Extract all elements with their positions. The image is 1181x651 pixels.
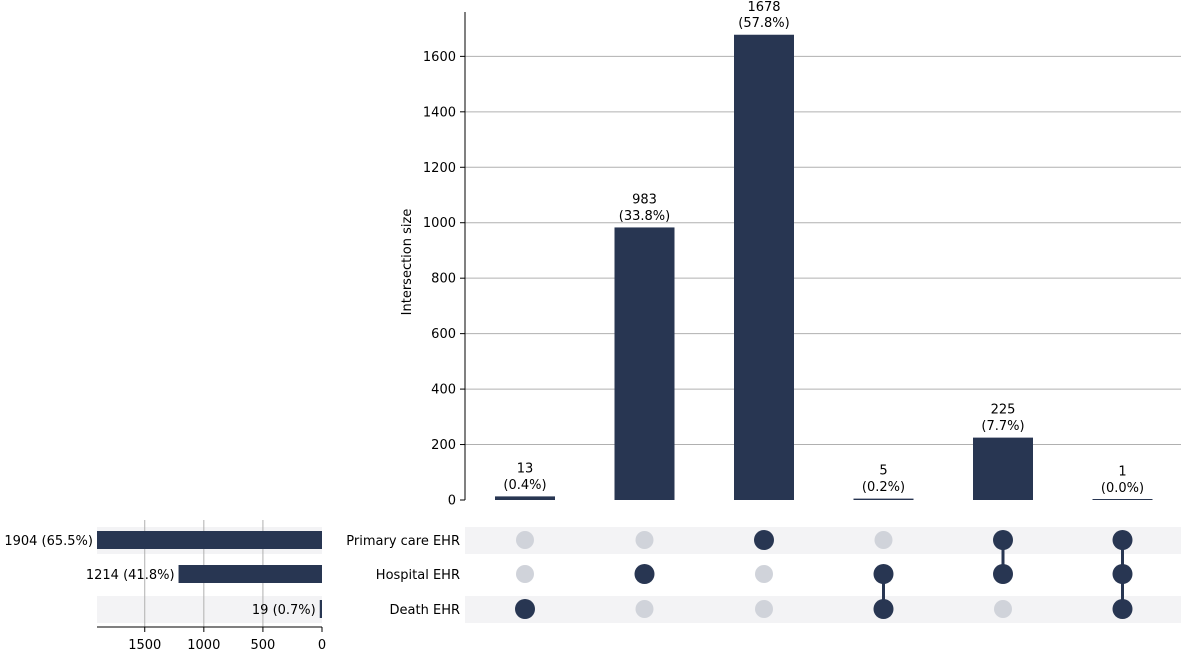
matrix-dot-inactive [516, 565, 534, 583]
matrix-dot-inactive [994, 600, 1012, 618]
matrix-dot-active [873, 564, 894, 584]
intersection-bar [1092, 499, 1153, 500]
y-tick-label: 1000 [423, 216, 456, 231]
matrix-dot-active [1112, 564, 1133, 584]
set-size-tick-label: 500 [250, 638, 275, 651]
y-tick-label: 0 [448, 494, 456, 509]
y-tick-label: 600 [431, 327, 456, 342]
y-axis-label: Intersection size [400, 209, 415, 316]
y-tick-label: 400 [431, 383, 456, 398]
set-size-label: 1904 (65.5%) [4, 534, 93, 549]
matrix-dot-inactive [635, 531, 654, 549]
bar-count-label: 225 [991, 403, 1016, 418]
matrix-row-shade [465, 527, 1181, 554]
matrix-dot-active [873, 599, 894, 619]
set-name-label: Hospital EHR [376, 568, 460, 583]
bar-percent-label: (0.4%) [503, 478, 546, 493]
y-tick-label: 1600 [423, 50, 456, 65]
set-size-tick-label: 1000 [187, 638, 220, 651]
set-name-label: Primary care EHR [346, 534, 460, 549]
set-size-row-shade [97, 596, 322, 623]
bar-percent-label: (57.8%) [738, 16, 789, 31]
set-size-bar [97, 531, 322, 549]
bar-count-label: 5 [879, 464, 887, 479]
matrix-dot-active [1112, 530, 1133, 550]
set-size-bar [319, 600, 322, 618]
bar-count-label: 983 [632, 192, 657, 207]
set-size-label: 1214 (41.8%) [86, 568, 175, 583]
set-size-tick-label: 1500 [128, 638, 161, 651]
bar-percent-label: (33.8%) [619, 209, 670, 224]
matrix-dot-inactive [755, 600, 773, 618]
y-tick-label: 1200 [423, 161, 456, 176]
matrix-dot-inactive [635, 600, 654, 618]
matrix-dot-active [754, 530, 774, 550]
set-size-tick-label: 0 [318, 638, 326, 651]
matrix-dot-inactive [516, 531, 534, 549]
intersection-bar [614, 227, 675, 500]
matrix-dot-active [515, 599, 535, 619]
bar-percent-label: (0.2%) [862, 480, 905, 495]
matrix-dot-active [993, 530, 1013, 550]
set-size-bar [178, 565, 322, 583]
set-name-label: Death EHR [390, 603, 460, 618]
matrix-row-shade [465, 596, 1181, 623]
set-size-label: 19 (0.7%) [252, 603, 316, 618]
bar-percent-label: (7.7%) [981, 419, 1024, 434]
intersection-bar [973, 437, 1033, 500]
intersection-bar [853, 498, 914, 500]
y-tick-label: 800 [431, 272, 456, 287]
matrix-dot-active [634, 564, 655, 584]
matrix-dot-active [993, 564, 1013, 584]
matrix-dot-inactive [755, 565, 773, 583]
y-tick-label: 200 [431, 438, 456, 453]
y-tick-label: 1400 [423, 105, 456, 120]
bar-count-label: 1 [1118, 465, 1126, 480]
intersection-bar [495, 496, 555, 500]
matrix-dot-active [1112, 599, 1133, 619]
intersection-bar [734, 34, 794, 501]
bar-count-label: 1678 [747, 0, 780, 15]
matrix-dot-inactive [874, 531, 893, 549]
bar-percent-label: (0.0%) [1101, 481, 1144, 496]
bar-count-label: 13 [517, 461, 534, 476]
